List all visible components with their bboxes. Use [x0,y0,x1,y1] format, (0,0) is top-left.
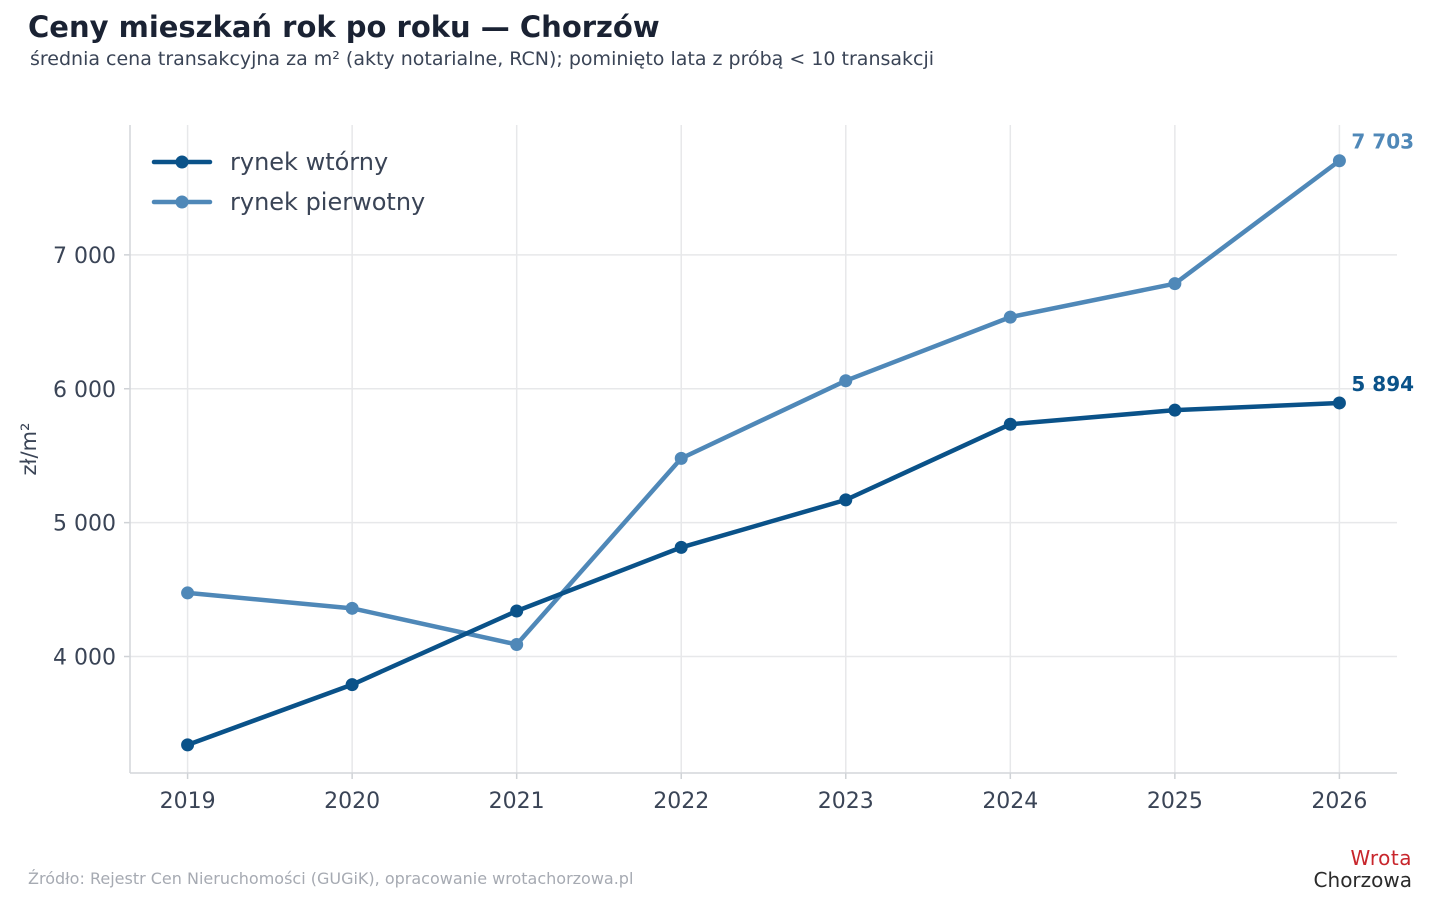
data-point [181,586,195,600]
x-tick-label: 2024 [982,789,1038,814]
data-point [181,738,195,752]
data-point [674,540,688,554]
series-line [185,158,1342,647]
y-axis-label: zł/m² [17,423,41,476]
logo-line-1: Wrota [1350,846,1412,870]
y-tick-label: 4 000 [53,646,116,671]
chart-title: Ceny mieszkań rok po roku — Chorzów [28,10,660,44]
wrota-chorzowa-logo: Wrota Chorzowa [1314,848,1412,890]
series-line [185,400,1342,748]
end-value-label: 7 703 [1351,130,1414,154]
data-point [839,374,853,388]
data-point [510,637,524,651]
x-tick-label: 2021 [489,789,545,814]
x-tick-label: 2020 [324,789,380,814]
legend-label: rynek wtórny [230,148,388,176]
y-tick-label: 7 000 [53,244,116,269]
y-tick-label: 6 000 [53,378,116,403]
data-point [1168,403,1182,417]
data-point [839,493,853,507]
logo-line-2: Chorzowa [1313,868,1412,892]
legend-label: rynek pierwotny [230,188,425,216]
x-tick-label: 2022 [653,789,709,814]
x-tick-label: 2023 [818,789,874,814]
data-point [345,678,359,692]
data-point [1332,154,1346,168]
data-point [1003,310,1017,324]
legend-marker [175,155,189,169]
data-point [1168,277,1182,291]
data-point [345,601,359,615]
x-tick-label: 2026 [1311,789,1367,814]
source-note: Źródło: Rejestr Cen Nieruchomości (GUGiK… [28,869,634,888]
data-point [510,604,524,618]
end-value-label: 5 894 [1351,372,1414,396]
x-tick-label: 2025 [1147,789,1203,814]
data-point [1332,396,1346,410]
legend-marker [175,195,189,209]
x-tick-label: 2019 [160,789,216,814]
data-point [1003,417,1017,431]
data-point [674,451,688,465]
chart-subtitle: średnia cena transakcyjna za m² (akty no… [30,48,935,70]
y-tick-label: 5 000 [53,512,116,537]
